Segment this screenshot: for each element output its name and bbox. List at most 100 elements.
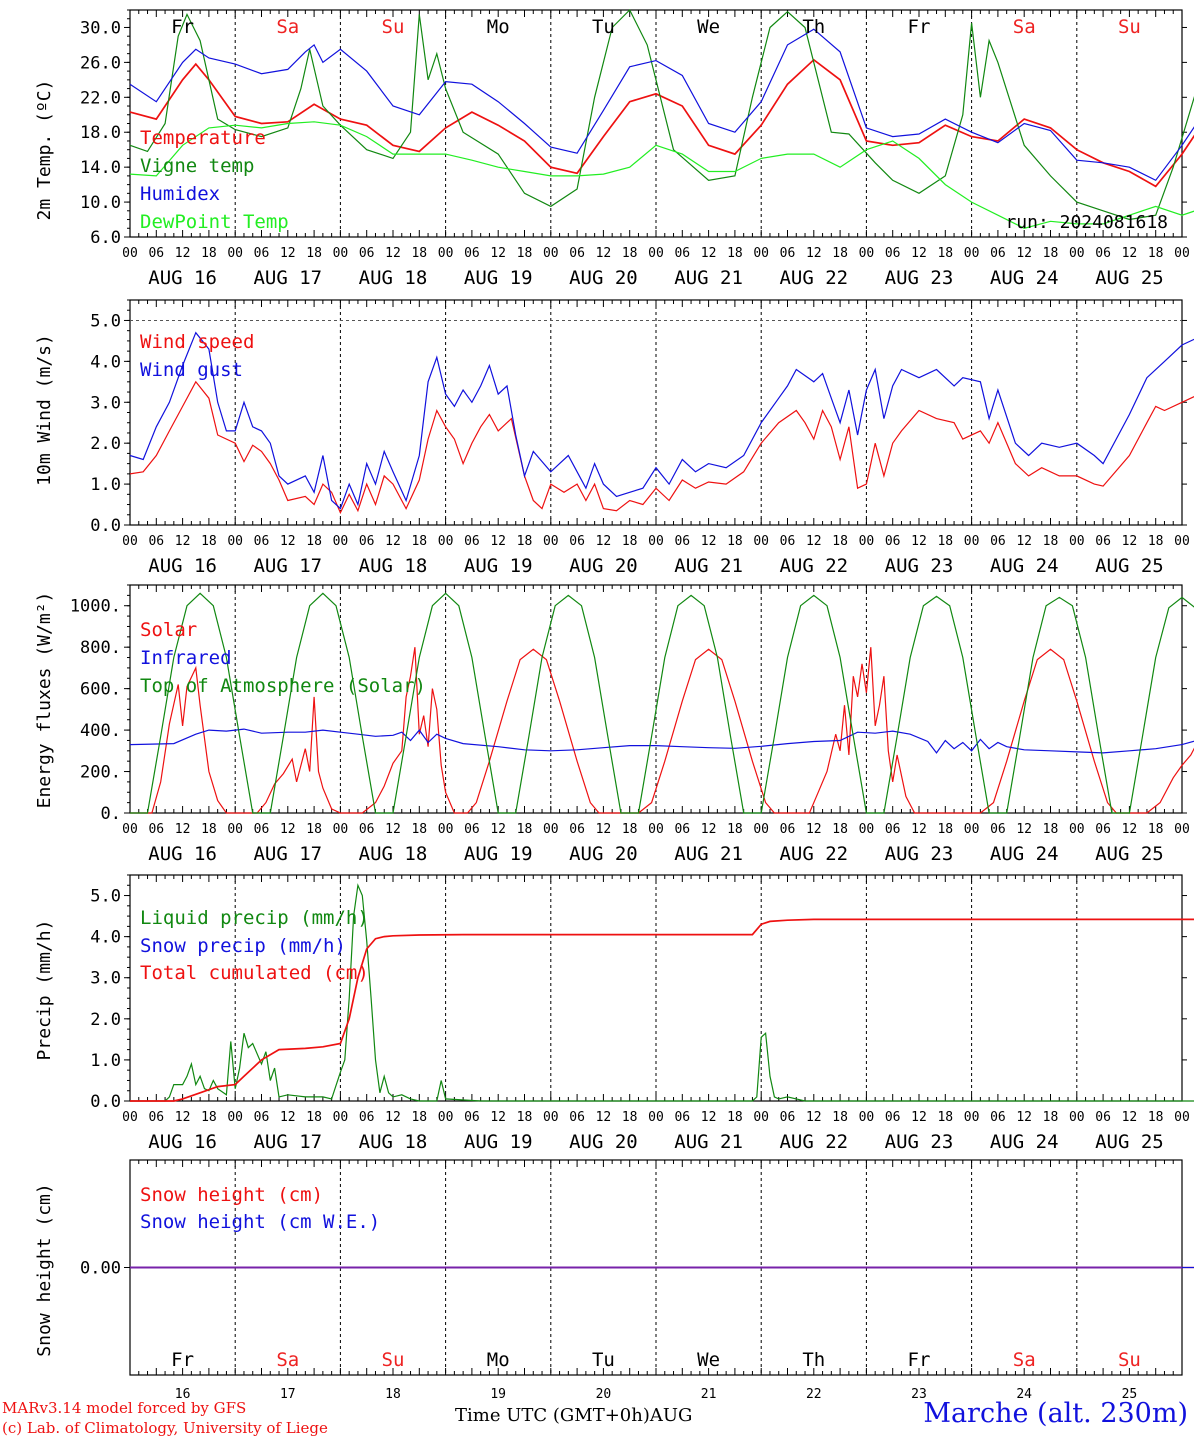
day-number: 20: [596, 1387, 612, 1402]
hour-tick-label: 00: [333, 246, 349, 261]
hour-tick-label: 18: [517, 1110, 533, 1125]
hour-tick-label: 06: [780, 822, 796, 837]
day-number: 21: [701, 1387, 717, 1402]
y-tick-label: 3.0: [90, 393, 121, 413]
hour-tick-label: 18: [201, 1110, 217, 1125]
y-tick-label: 0.: [101, 804, 121, 824]
hour-tick-label: 00: [859, 534, 875, 549]
date-label: AUG 25: [1095, 267, 1164, 289]
hour-tick-label: 12: [911, 534, 927, 549]
bottom-day-name: Mo: [487, 1349, 510, 1371]
series-line-infrared: [129, 728, 1194, 754]
date-label: AUG 23: [885, 843, 954, 865]
hour-tick-label: 00: [227, 246, 243, 261]
hour-tick-label: 06: [464, 822, 480, 837]
y-axis-title: Snow height (cm): [34, 1183, 55, 1356]
hour-tick-label: 12: [175, 1110, 191, 1125]
hour-tick-label: 06: [569, 822, 585, 837]
y-tick-label: 3.0: [90, 969, 121, 989]
hour-tick-label: 00: [753, 246, 769, 261]
hour-tick-label: 18: [727, 1110, 743, 1125]
hour-tick-label: 06: [674, 534, 690, 549]
hour-tick-label: 00: [1069, 246, 1085, 261]
date-label: AUG 21: [674, 555, 743, 577]
day-name-label: Mo: [487, 16, 510, 38]
hour-tick-label: 06: [254, 822, 270, 837]
y-tick-label: 1.0: [90, 475, 121, 495]
day-number: 22: [806, 1387, 822, 1402]
date-label: AUG 19: [464, 267, 533, 289]
bottom-day-name: Th: [802, 1349, 825, 1371]
date-label: AUG 19: [464, 1131, 533, 1153]
hour-tick-label: 00: [1069, 1110, 1085, 1125]
hour-tick-label: 12: [806, 246, 822, 261]
hour-tick-label: 00: [543, 822, 559, 837]
hour-tick-label: 06: [990, 822, 1006, 837]
hour-tick-label: 00: [964, 1110, 980, 1125]
date-label: AUG 20: [569, 267, 638, 289]
y-tick-label: 800.: [80, 638, 121, 658]
time-axis-title: Time UTC (GMT+0h)AUG: [455, 1405, 692, 1426]
date-label: AUG 17: [253, 1131, 322, 1153]
hour-tick-label: 12: [175, 246, 191, 261]
hour-tick-label: 18: [201, 534, 217, 549]
hour-tick-label: 12: [806, 822, 822, 837]
y-axis-title: 2m Temp. (ºC): [34, 80, 55, 221]
hour-tick-label: 00: [964, 822, 980, 837]
hour-tick-label: 12: [596, 246, 612, 261]
hour-tick-label: 00: [438, 246, 454, 261]
day-name-label: Tu: [592, 16, 615, 38]
hour-tick-label: 12: [701, 246, 717, 261]
hour-tick-label: 18: [832, 534, 848, 549]
hour-tick-label: 12: [385, 246, 401, 261]
date-label: AUG 20: [569, 1131, 638, 1153]
y-tick-label: 1000.: [70, 597, 121, 617]
hour-tick-label: 00: [333, 822, 349, 837]
y-tick-label: 4.0: [90, 352, 121, 372]
bottom-day-name: We: [697, 1349, 720, 1371]
bottom-day-name: Sa: [276, 1349, 299, 1371]
hour-tick-label: 12: [385, 534, 401, 549]
hour-tick-label: 00: [1174, 534, 1190, 549]
hour-tick-label: 06: [780, 246, 796, 261]
hour-tick-label: 00: [333, 534, 349, 549]
hour-tick-label: 12: [806, 534, 822, 549]
hour-tick-label: 12: [490, 246, 506, 261]
date-label: AUG 17: [253, 843, 322, 865]
hour-tick-label: 06: [885, 534, 901, 549]
month-label: AUG: [649, 1405, 693, 1426]
day-name-label: Su: [1118, 16, 1141, 38]
hour-tick-label: 06: [254, 534, 270, 549]
hour-tick-label: 00: [1069, 822, 1085, 837]
bottom-day-name: Fr: [171, 1349, 194, 1371]
hour-tick-label: 18: [201, 246, 217, 261]
y-tick-label: 6.0: [90, 228, 121, 248]
date-label: AUG 25: [1095, 555, 1164, 577]
hour-tick-label: 00: [122, 534, 138, 549]
hour-tick-label: 18: [622, 822, 638, 837]
y-tick-label: 22.0: [80, 88, 121, 108]
hour-tick-label: 12: [701, 822, 717, 837]
date-label: AUG 21: [674, 1131, 743, 1153]
y-tick-label: 26.0: [80, 53, 121, 73]
hour-tick-label: 12: [1122, 822, 1138, 837]
hour-tick-label: 00: [543, 1110, 559, 1125]
hour-tick-label: 18: [727, 534, 743, 549]
date-label: AUG 18: [359, 843, 428, 865]
date-label: AUG 17: [253, 555, 322, 577]
hour-tick-label: 06: [885, 1110, 901, 1125]
y-tick-label: 18.0: [80, 123, 121, 143]
series-line-temperature: [129, 58, 1194, 188]
hour-tick-label: 00: [1174, 1110, 1190, 1125]
date-label: AUG 16: [148, 1131, 217, 1153]
hour-tick-label: 06: [990, 534, 1006, 549]
hour-tick-label: 18: [937, 246, 953, 261]
hour-tick-label: 06: [1095, 822, 1111, 837]
y-tick-label: 4.0: [90, 928, 121, 948]
hour-tick-label: 06: [464, 1110, 480, 1125]
hour-tick-label: 06: [780, 534, 796, 549]
hour-tick-label: 06: [569, 1110, 585, 1125]
hour-tick-label: 06: [148, 1110, 164, 1125]
legend-label: Temperature: [140, 127, 266, 149]
date-label: AUG 18: [359, 267, 428, 289]
